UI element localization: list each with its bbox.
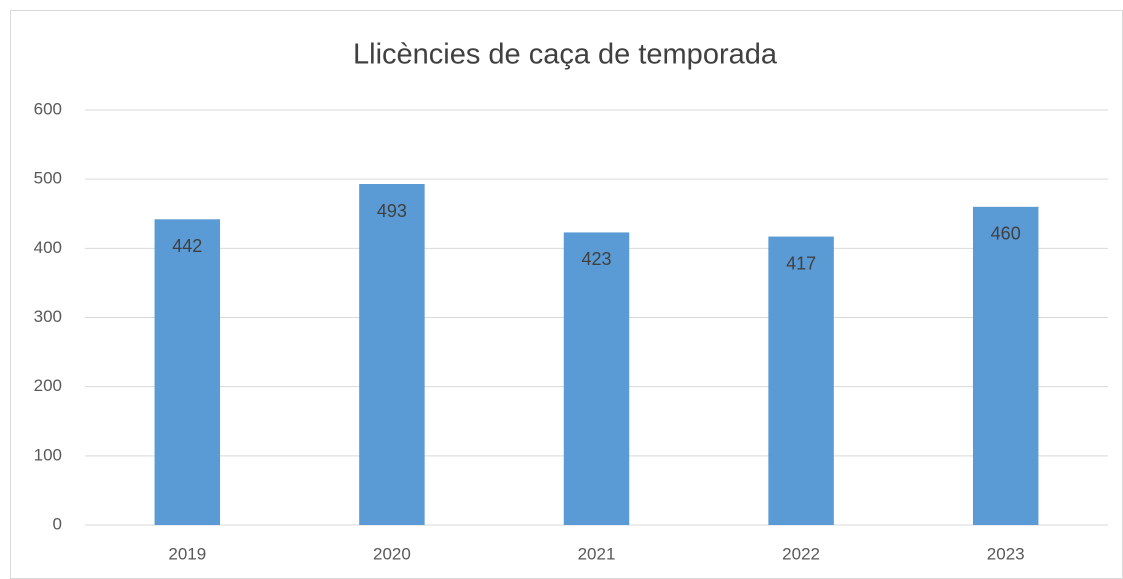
x-tick-label: 2021: [578, 544, 616, 563]
y-tick-label: 600: [34, 99, 62, 118]
data-label: 442: [172, 236, 202, 256]
bar: [563, 232, 630, 526]
y-tick-label: 0: [53, 514, 62, 533]
y-tick-label: 300: [34, 307, 62, 326]
y-tick-label: 100: [34, 445, 62, 464]
x-tick-label: 2020: [373, 544, 411, 563]
bar: [768, 236, 834, 525]
bar: [154, 219, 221, 526]
x-tick-label: 2019: [168, 544, 206, 563]
data-label: 423: [581, 249, 611, 269]
data-label: 417: [786, 253, 816, 273]
y-tick-label: 400: [34, 238, 62, 257]
bar: [972, 206, 1039, 526]
x-tick-label: 2022: [782, 544, 820, 563]
data-label: 493: [377, 201, 407, 221]
chart-title: Llicències de caça de temporada: [353, 39, 778, 71]
data-label: 460: [991, 224, 1021, 244]
y-tick-label: 500: [34, 169, 62, 188]
y-tick-label: 200: [34, 376, 62, 395]
x-tick-label: 2023: [987, 544, 1025, 563]
bar: [359, 184, 425, 525]
